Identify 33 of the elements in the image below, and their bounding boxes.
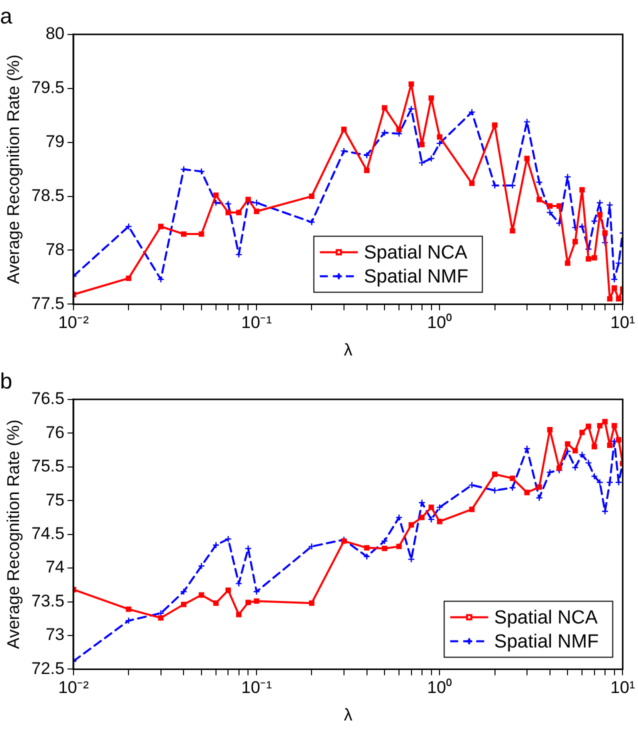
- chart-title: a: [0, 3, 13, 28]
- y-axis-title: Average Recognition Rate (%): [4, 54, 23, 284]
- x-tick-label: 10⁻¹: [241, 678, 272, 698]
- x-tick-label: 10¹: [610, 678, 636, 698]
- y-tick-label: 74: [46, 558, 64, 577]
- y-axis-title: Average Recognition Rate (%): [4, 420, 23, 649]
- legend-label: Spatial NCA: [494, 607, 598, 628]
- x-tick-label: 10⁻²: [58, 678, 90, 698]
- y-tick-label: 78: [46, 240, 64, 259]
- y-tick-label: 74.5: [31, 524, 64, 543]
- y-tick-label: 80: [46, 24, 64, 44]
- y-tick-label: 75.5: [31, 456, 64, 476]
- y-tick-label: 76.5: [31, 389, 64, 408]
- x-tick-label: 10⁰: [427, 313, 452, 332]
- x-axis-title: λ: [344, 705, 353, 724]
- y-tick-label: 72.5: [31, 658, 64, 678]
- legend-label: Spatial NMF: [364, 266, 468, 288]
- y-tick-label: 73: [46, 625, 64, 644]
- legend-label: Spatial NCA: [364, 242, 468, 264]
- y-tick-label: 78.5: [31, 186, 64, 205]
- x-tick-label: 10¹: [610, 313, 636, 332]
- x-axis-title: λ: [344, 340, 353, 360]
- y-tick-label: 75: [46, 490, 64, 510]
- y-tick-label: 73.5: [31, 591, 64, 610]
- x-tick-label: 10⁰: [427, 678, 452, 698]
- y-tick-label: 79: [46, 132, 64, 152]
- chart-title: b: [0, 368, 12, 394]
- x-tick-label: 10⁻²: [58, 313, 90, 332]
- legend-label: Spatial NMF: [494, 631, 599, 652]
- y-tick-label: 76: [46, 422, 64, 442]
- y-tick-label: 77.5: [31, 294, 64, 313]
- x-tick-label: 10⁻¹: [241, 313, 272, 332]
- y-tick-label: 79.5: [31, 78, 64, 98]
